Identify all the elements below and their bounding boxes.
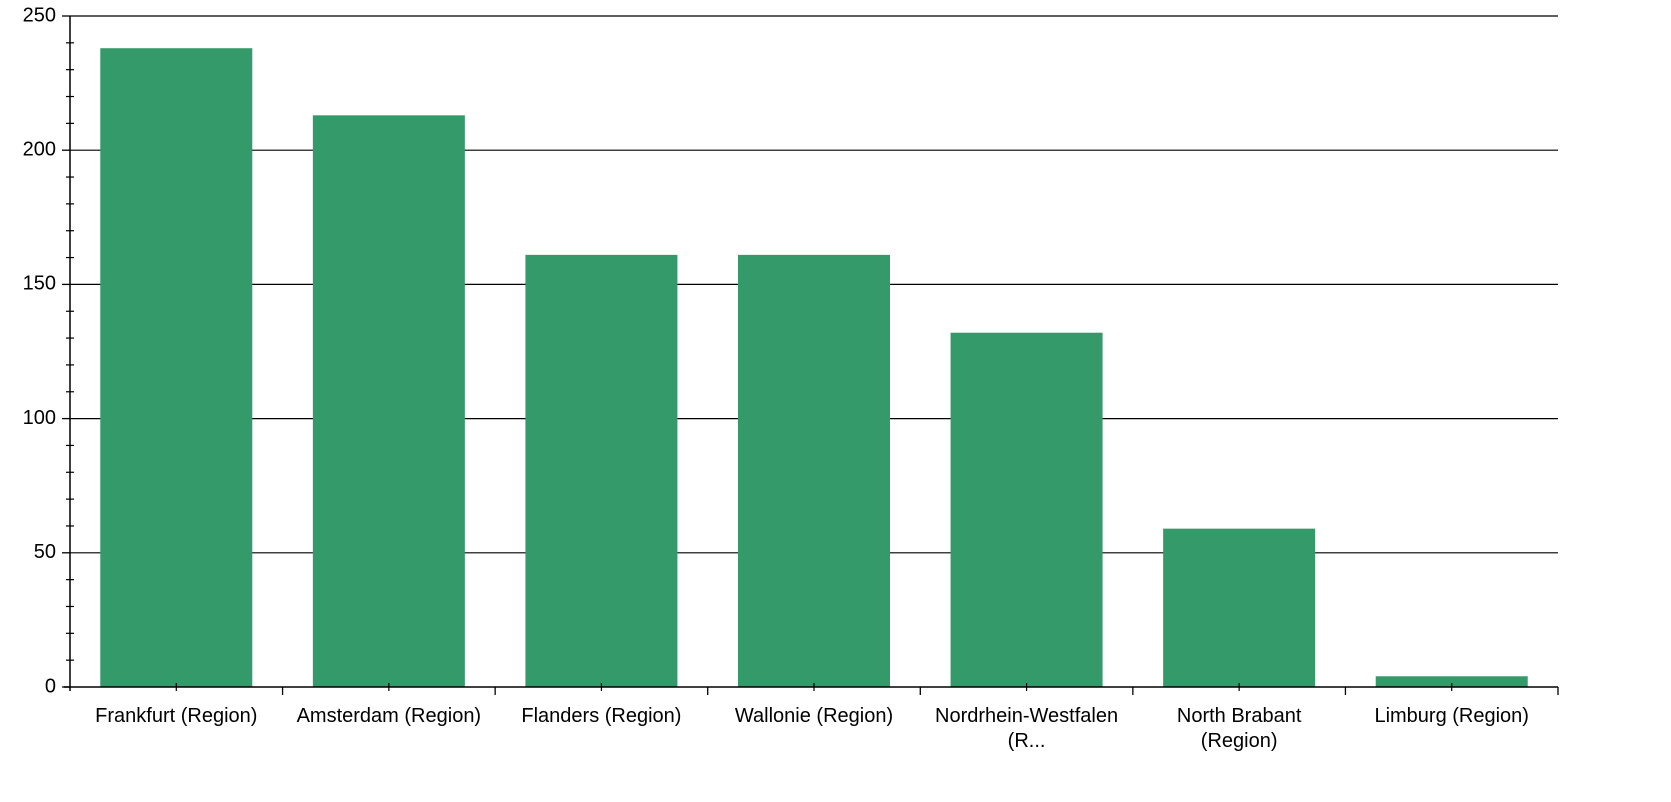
x-category-label-line: Wallonie (Region) — [735, 705, 893, 727]
x-category-label-line: Nordrhein-Westfalen — [935, 705, 1118, 727]
x-category-label-line: North Brabant — [1177, 705, 1302, 727]
x-category-label: Limburg (Region) — [1374, 705, 1529, 727]
axes — [62, 15, 1559, 695]
x-category-label-line: Limburg (Region) — [1374, 705, 1529, 727]
bars — [100, 48, 1528, 688]
x-category-label-line: (Region) — [1201, 730, 1278, 752]
bar-0 — [100, 48, 253, 687]
bar-4 — [950, 332, 1103, 687]
bar-5 — [1163, 528, 1316, 687]
bar-2 — [525, 254, 678, 687]
labels: 0 50 100 150 200 250 Frankfurt (Region) Amsterd… — [23, 4, 1529, 752]
x-category-label-line: Flanders (Region) — [521, 705, 681, 727]
y-tick-label: 200 — [23, 138, 56, 160]
x-category-label-line: (R... — [1008, 730, 1046, 752]
x-category-label: North Brabant (Region) — [1177, 705, 1302, 752]
x-category-label-line: Frankfurt (Region) — [95, 705, 257, 727]
bar-1 — [312, 115, 465, 688]
x-category-label-line: Amsterdam (Region) — [297, 705, 482, 727]
x-category-label: Nordrhein-Westfalen (R... — [935, 705, 1118, 752]
y-tick-label: 100 — [23, 407, 56, 429]
bar-3 — [738, 254, 890, 687]
x-category-label: Wallonie (Region) — [735, 705, 893, 727]
y-tick-label: 50 — [34, 541, 56, 563]
x-category-label: Amsterdam (Region) — [297, 705, 482, 727]
x-category-label: Frankfurt (Region) — [95, 705, 257, 727]
y-tick-label: 150 — [23, 273, 56, 295]
x-category-label: Flanders (Region) — [521, 705, 681, 727]
y-tick-label: 250 — [23, 4, 56, 26]
y-tick-label: 0 — [45, 675, 56, 697]
bar-6 — [1375, 676, 1528, 687]
